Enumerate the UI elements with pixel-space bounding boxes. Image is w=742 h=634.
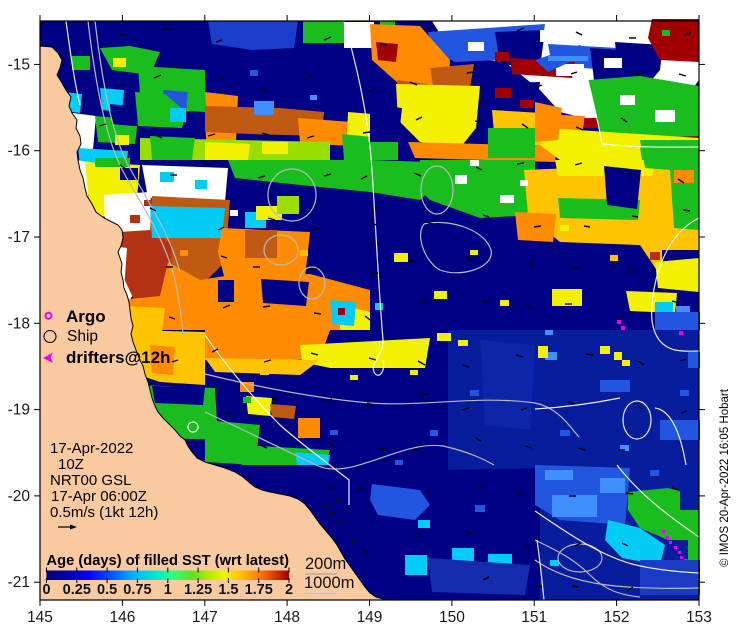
svg-text:0.5: 0.5 <box>97 582 117 598</box>
svg-text:0.5m/s (1kt 12h): 0.5m/s (1kt 12h) <box>50 504 158 521</box>
svg-text:-16: -16 <box>8 143 30 160</box>
svg-text:-18: -18 <box>8 315 30 332</box>
svg-text:0: 0 <box>42 582 50 598</box>
svg-text:151: 151 <box>521 609 547 626</box>
svg-text:2: 2 <box>285 582 293 598</box>
svg-text:-21: -21 <box>8 574 30 591</box>
svg-text:152: 152 <box>604 609 630 626</box>
svg-text:1.25: 1.25 <box>184 582 212 598</box>
svg-text:© IMOS 20-Apr-2022 16:05 Hobar: © IMOS 20-Apr-2022 16:05 Hobart <box>719 388 731 567</box>
svg-text:Ship: Ship <box>67 328 98 345</box>
svg-text:149: 149 <box>357 609 383 626</box>
svg-text:1000m: 1000m <box>304 574 354 592</box>
svg-text:153: 153 <box>686 609 712 626</box>
svg-text:1.5: 1.5 <box>218 582 238 598</box>
svg-text:-20: -20 <box>8 488 31 505</box>
svg-text:-17: -17 <box>8 229 30 246</box>
svg-text:146: 146 <box>109 609 135 626</box>
svg-text:-15: -15 <box>8 56 30 73</box>
svg-text:200m: 200m <box>305 555 346 573</box>
svg-text:147: 147 <box>192 609 218 626</box>
svg-text:1: 1 <box>164 582 172 598</box>
svg-text:drifters@12h: drifters@12h <box>66 348 170 367</box>
svg-text:10Z: 10Z <box>58 456 84 473</box>
svg-text:1.75: 1.75 <box>245 582 273 598</box>
svg-text:NRT00 GSL: NRT00 GSL <box>50 472 131 489</box>
svg-text:148: 148 <box>274 609 300 626</box>
svg-text:-19: -19 <box>8 402 30 419</box>
svg-text:17-Apr-2022: 17-Apr-2022 <box>50 440 133 457</box>
svg-text:17-Apr 06:00Z: 17-Apr 06:00Z <box>51 488 147 505</box>
svg-text:0.25: 0.25 <box>63 582 91 598</box>
svg-text:Argo: Argo <box>66 307 106 326</box>
svg-text:0.75: 0.75 <box>123 582 151 598</box>
svg-text:Age (days) of filled SST (wrt: Age (days) of filled SST (wrt latest) <box>47 552 290 569</box>
svg-text:145: 145 <box>27 609 53 626</box>
svg-text:150: 150 <box>439 609 465 626</box>
